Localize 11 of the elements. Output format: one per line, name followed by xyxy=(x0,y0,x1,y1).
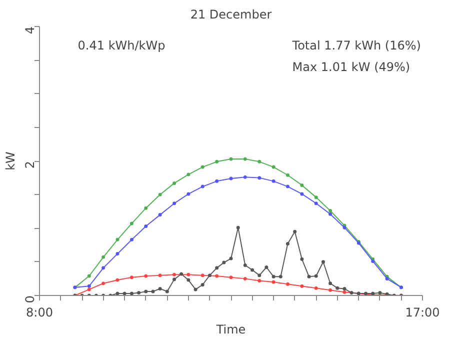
annotation: Max 1.01 kW (49%) xyxy=(292,60,410,74)
x-tick-label: 8:00 xyxy=(26,306,53,320)
y-tick-label: 0 xyxy=(23,295,37,304)
y-tick-label: 2 xyxy=(23,160,37,169)
y-tick-label: 4 xyxy=(23,26,37,34)
chart-title: 21 December xyxy=(190,8,272,22)
annotation: 0.41 kWh/kWp xyxy=(78,38,166,52)
annotation: Total 1.77 kWh (16%) xyxy=(291,38,421,52)
x-tick-label: 17:00 xyxy=(405,306,440,320)
y-axis-title: kW xyxy=(4,151,18,170)
x-axis-title: Time xyxy=(215,322,246,336)
